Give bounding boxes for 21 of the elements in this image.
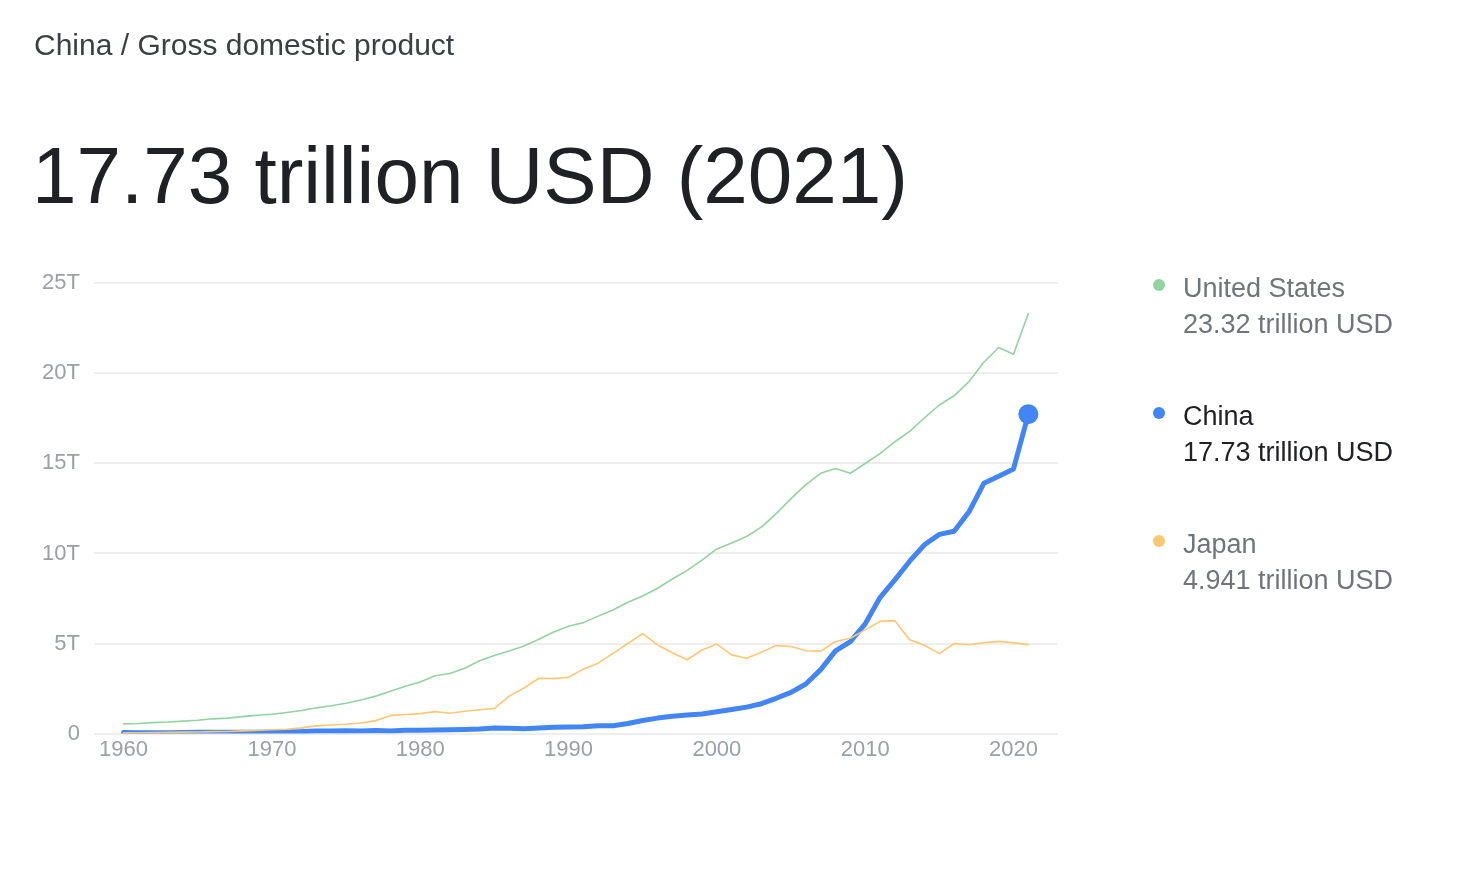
x-tick-label: 2010 xyxy=(840,735,890,761)
y-tick-label: 0 xyxy=(67,719,80,745)
text: China / Gross domestic product xyxy=(34,28,455,62)
y-tick-label: 20T xyxy=(41,359,80,385)
chart-title: 17.73 trillion USD (2021) xyxy=(32,130,908,222)
text: 17.73 trillion USD xyxy=(1183,436,1394,469)
x-tick-label: 2000 xyxy=(692,735,742,761)
legend-label: Japan xyxy=(1183,528,1258,561)
legend-label: United States xyxy=(1183,272,1347,305)
text: 23.32 trillion USD xyxy=(1183,308,1394,341)
text: 4.941 trillion USD xyxy=(1183,564,1394,597)
x-tick-label: 1970 xyxy=(247,735,297,761)
legend-label: China xyxy=(1183,400,1255,433)
x-tick-label: 1960 xyxy=(99,735,149,761)
y-tick-label: 10T xyxy=(41,539,80,565)
y-tick-label: 25T xyxy=(41,269,80,295)
x-tick-label: 2020 xyxy=(989,735,1038,761)
x-tick-label: 1990 xyxy=(544,735,594,761)
y-tick-label: 5T xyxy=(54,629,80,655)
y-tick-label: 15T xyxy=(41,449,80,475)
x-tick-label: 1980 xyxy=(395,735,445,761)
